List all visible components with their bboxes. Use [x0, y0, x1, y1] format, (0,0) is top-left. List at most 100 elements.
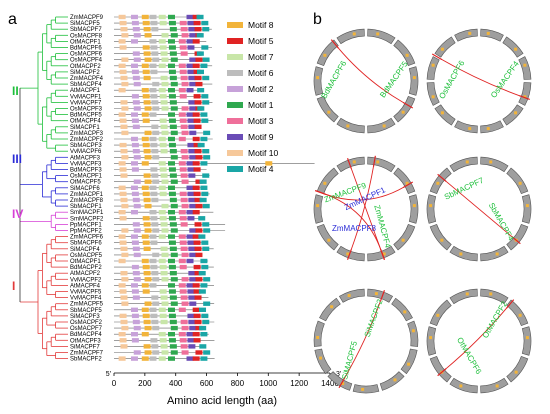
motif-box: [202, 203, 210, 209]
density-mark: [468, 31, 472, 35]
chromosome-segment: [506, 224, 529, 251]
chromosome-segment: [391, 297, 413, 322]
motif-box: [132, 197, 140, 203]
motif-box: [170, 179, 178, 184]
density-mark: [412, 204, 416, 208]
motif-box: [130, 39, 138, 44]
motif-box: [149, 283, 157, 288]
density-mark: [440, 47, 444, 51]
motif-box: [159, 94, 167, 99]
motif-box: [168, 210, 175, 215]
synteny-link: [324, 186, 405, 201]
motif-box: [132, 124, 140, 129]
motif-rows: [114, 14, 315, 361]
motif-box: [152, 130, 160, 136]
motif-box: [200, 283, 208, 288]
density-mark: [495, 252, 499, 256]
motif-box: [179, 69, 187, 75]
motif-box: [186, 356, 194, 361]
motif-box: [151, 173, 159, 178]
gene-marker: [338, 377, 346, 389]
motif-box: [180, 51, 188, 56]
density-mark: [341, 382, 345, 386]
motif-box: [119, 20, 127, 26]
chromosome-segment: [429, 356, 452, 383]
chromosome-segment: [518, 56, 532, 80]
motif-box: [169, 222, 177, 227]
motif-box: [160, 319, 168, 325]
motif-box: [168, 20, 176, 26]
motif-box: [169, 75, 177, 81]
motif-box: [168, 39, 175, 44]
motif-box: [179, 94, 187, 99]
legend-label: Motif 6: [248, 68, 274, 78]
motif-box: [178, 332, 186, 337]
motif-box: [161, 228, 169, 233]
density-mark: [405, 181, 409, 185]
chromosome-segment: [429, 224, 452, 251]
motif-box: [121, 203, 129, 209]
chromosome-segment: [434, 36, 456, 58]
motif-box: [195, 81, 203, 87]
motif-box: [192, 161, 200, 166]
motif-box: [160, 149, 168, 154]
panel-a-label: a: [8, 11, 17, 28]
motif-box: [180, 173, 188, 178]
motif-box: [186, 39, 194, 44]
chromosome-segment: [449, 288, 478, 305]
motif-box: [159, 20, 167, 26]
motif-box: [133, 277, 141, 282]
motif-box: [202, 222, 210, 227]
motif-box: [159, 216, 167, 221]
motif-box: [160, 124, 168, 129]
motif-box: [187, 289, 195, 294]
motif-box: [169, 197, 177, 203]
motif-box: [118, 356, 126, 361]
motif-box: [168, 307, 175, 312]
motif-box: [180, 295, 188, 300]
group-label: III: [12, 152, 22, 166]
motif-box: [200, 356, 208, 361]
motif-box: [195, 277, 203, 282]
motif-box: [178, 63, 186, 68]
motif-box: [141, 307, 149, 312]
motif-box: [181, 81, 189, 87]
motif-box: [143, 51, 151, 56]
motif-box: [170, 57, 178, 62]
motif-box: [142, 142, 150, 148]
motif-box: [161, 179, 169, 184]
motif-box: [179, 240, 187, 245]
motif-box: [168, 69, 176, 75]
chromosome-segment: [454, 120, 478, 134]
gene-marker: [372, 155, 376, 167]
motif-box: [121, 106, 129, 111]
motif-box: [168, 191, 176, 197]
density-mark: [323, 53, 327, 57]
motif-box: [179, 289, 187, 294]
motif-box: [201, 118, 209, 123]
motif-box: [119, 69, 127, 75]
density-mark: [514, 47, 518, 51]
chromosome-segment: [313, 66, 324, 96]
motif-box: [189, 130, 197, 136]
motif-box: [195, 203, 203, 209]
motif-box: [151, 149, 159, 154]
gene-name: BdMACPF2: [70, 265, 102, 271]
legend-swatch: [227, 38, 243, 44]
motif-box: [152, 81, 160, 87]
gene-name: OtMACPF1: [70, 259, 101, 265]
gene-name: AtMACPF2: [70, 271, 101, 277]
motif-box: [159, 45, 167, 50]
motif-box: [192, 63, 200, 68]
motif-box: [200, 161, 208, 166]
density-mark: [486, 31, 490, 35]
motif-box: [131, 167, 139, 172]
gene-name: SiMACPF7: [70, 344, 100, 350]
motif-box: [187, 142, 195, 148]
motif-box: [198, 234, 206, 239]
gene-name: SiMACPF1: [70, 125, 100, 131]
motif-box: [119, 167, 127, 172]
legend-swatch: [227, 166, 243, 172]
